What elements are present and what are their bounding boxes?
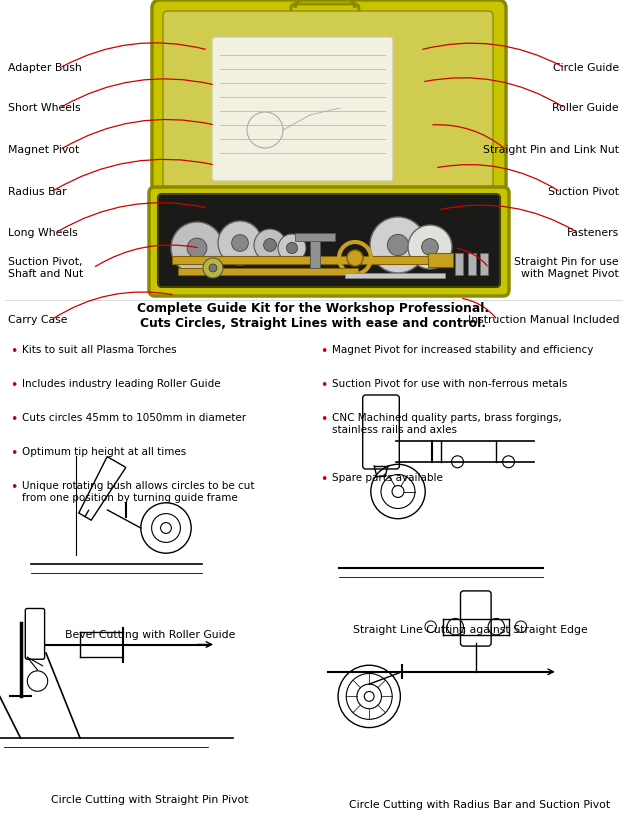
Circle shape [254, 229, 286, 261]
Text: CNC Machined quality parts, brass forgings,
stainless rails and axles: CNC Machined quality parts, brass forgin… [332, 413, 562, 435]
Circle shape [218, 221, 262, 265]
Text: •: • [320, 413, 327, 426]
Circle shape [187, 238, 207, 258]
Circle shape [370, 217, 426, 273]
Text: Straight Line Cutting against Straight Edge: Straight Line Cutting against Straight E… [352, 625, 587, 635]
Circle shape [209, 264, 217, 272]
FancyBboxPatch shape [291, 4, 359, 34]
Text: •: • [10, 345, 18, 358]
Bar [455, 253, 463, 275]
Text: •: • [320, 345, 327, 358]
Text: Cuts circles 45mm to 1050mm in diameter: Cuts circles 45mm to 1050mm in diameter [22, 413, 246, 423]
Text: Bevel Cutting with Roller Guide: Bevel Cutting with Roller Guide [65, 630, 235, 640]
Bar [345, 273, 445, 278]
Text: Kits to suit all Plasma Torches: Kits to suit all Plasma Torches [22, 345, 177, 355]
Text: •: • [10, 413, 18, 426]
Bar [480, 253, 488, 275]
Text: Long Wheels: Long Wheels [8, 228, 78, 238]
Text: Circle Guide: Circle Guide [553, 63, 619, 73]
Text: •: • [10, 447, 18, 460]
Circle shape [203, 258, 223, 278]
FancyBboxPatch shape [158, 194, 500, 287]
Text: Optimum tip height at all times: Optimum tip height at all times [22, 447, 186, 457]
Circle shape [421, 239, 438, 255]
Circle shape [408, 225, 452, 269]
Text: •: • [10, 379, 18, 392]
Text: Magnet Pivot for increased stability and efficiency: Magnet Pivot for increased stability and… [332, 345, 593, 355]
Text: Adapter Bush: Adapter Bush [8, 63, 82, 73]
Text: Suction Pivot: Suction Pivot [548, 187, 619, 197]
Bar [468, 253, 476, 275]
Circle shape [263, 239, 277, 251]
FancyBboxPatch shape [163, 11, 493, 193]
FancyBboxPatch shape [152, 0, 506, 203]
Text: Complete Guide Kit for the Workshop Professional.: Complete Guide Kit for the Workshop Prof… [137, 301, 489, 314]
Text: Instruction Manual Included: Instruction Manual Included [468, 315, 619, 325]
Polygon shape [160, 8, 498, 195]
FancyBboxPatch shape [149, 187, 509, 296]
Circle shape [231, 235, 248, 251]
Text: Magnet Pivot: Magnet Pivot [8, 145, 79, 155]
Text: Roller Guide: Roller Guide [552, 103, 619, 113]
Text: Suction Pivot,
Shaft and Nut: Suction Pivot, Shaft and Nut [8, 258, 83, 279]
Text: Suction Pivot for use with non-ferrous metals: Suction Pivot for use with non-ferrous m… [332, 379, 567, 389]
Text: •: • [320, 473, 327, 486]
FancyBboxPatch shape [212, 37, 393, 181]
Bar [428, 253, 453, 267]
Text: Straight Pin for use
with Magnet Pivot: Straight Pin for use with Magnet Pivot [514, 258, 619, 279]
Circle shape [278, 234, 306, 262]
Bar [295, 233, 335, 241]
Text: Radius Bar: Radius Bar [8, 187, 66, 197]
Text: Circle Cutting with Straight Pin Pivot: Circle Cutting with Straight Pin Pivot [51, 795, 249, 805]
Circle shape [287, 243, 298, 253]
Bar [178, 268, 358, 275]
Text: •: • [10, 481, 18, 494]
Text: Circle Cutting with Radius Bar and Suction Pivot: Circle Cutting with Radius Bar and Sucti… [349, 800, 611, 810]
Text: Includes industry leading Roller Guide: Includes industry leading Roller Guide [22, 379, 221, 389]
Text: Fasteners: Fasteners [567, 228, 619, 238]
Circle shape [171, 222, 223, 274]
Circle shape [347, 250, 363, 266]
Text: Unique rotating bush allows circles to be cut
from one position by turning guide: Unique rotating bush allows circles to b… [22, 481, 255, 503]
Circle shape [387, 235, 409, 256]
Text: Short Wheels: Short Wheels [8, 103, 81, 113]
Text: Straight Pin and Link Nut: Straight Pin and Link Nut [483, 145, 619, 155]
Text: Cuts Circles, Straight Lines with ease and control.: Cuts Circles, Straight Lines with ease a… [140, 317, 486, 329]
Bar [310, 238, 320, 268]
Text: Spare parts available: Spare parts available [332, 473, 443, 483]
Text: •: • [320, 379, 327, 392]
Text: Carry Case: Carry Case [8, 315, 68, 325]
Bar [172, 256, 432, 264]
